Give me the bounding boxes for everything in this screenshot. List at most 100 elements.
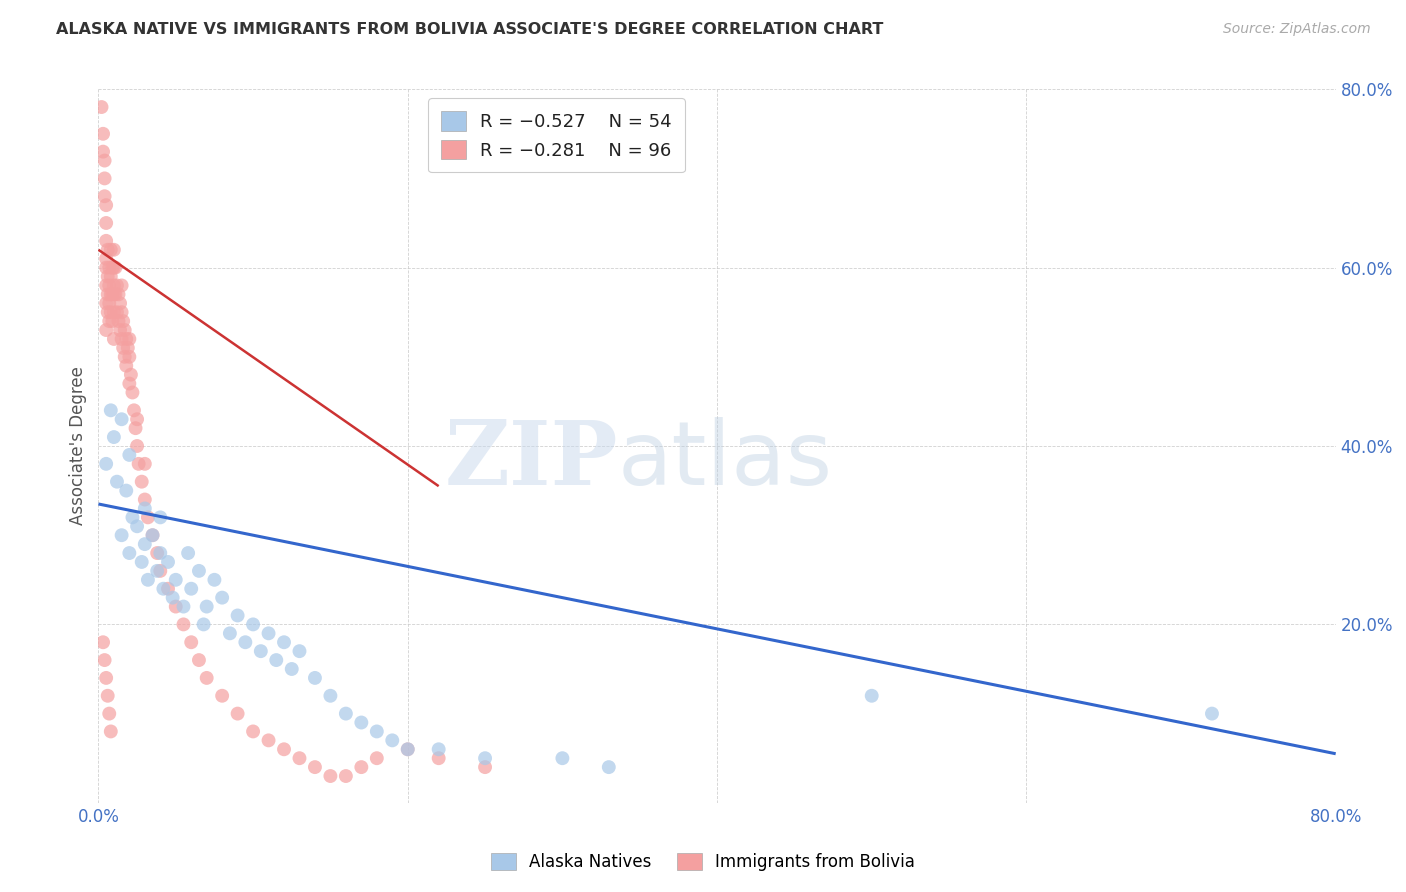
Legend: Alaska Natives, Immigrants from Bolivia: Alaska Natives, Immigrants from Bolivia (482, 845, 924, 880)
Point (134, 501, 156, 516)
Point (273, 635, 295, 649)
Point (474, 760, 496, 774)
Point (427, 751, 450, 765)
Point (105, 475, 128, 489)
Point (91, 145, 114, 159)
Point (288, 751, 311, 765)
Point (250, 644, 273, 658)
Point (165, 573, 187, 587)
Point (264, 653, 288, 667)
Point (105, 305, 128, 319)
Point (96, 278, 118, 293)
Point (97, 269, 120, 284)
Point (157, 555, 180, 569)
Point (141, 528, 165, 542)
Point (288, 644, 311, 658)
Point (180, 582, 202, 596)
Point (195, 671, 218, 685)
Point (396, 742, 419, 756)
Point (149, 546, 172, 560)
Point (118, 376, 141, 391)
Point (146, 564, 169, 578)
Point (100, 243, 122, 257)
Point (396, 742, 419, 756)
Point (381, 733, 404, 747)
Point (474, 751, 496, 765)
Point (157, 582, 180, 596)
Point (226, 706, 249, 721)
Point (103, 243, 125, 257)
Point (115, 483, 138, 498)
Point (111, 528, 132, 542)
Point (136, 573, 159, 587)
Point (97, 243, 120, 257)
Point (131, 555, 153, 569)
Point (98, 260, 121, 275)
Point (96, 296, 118, 310)
Point (91, 635, 114, 649)
Point (93, 653, 115, 667)
Point (551, 751, 574, 765)
Point (103, 287, 125, 301)
Point (350, 760, 373, 774)
Point (128, 457, 150, 471)
Point (100, 403, 122, 417)
Point (188, 564, 211, 578)
Point (111, 412, 132, 426)
Point (107, 287, 129, 301)
Point (111, 305, 132, 319)
Point (98, 314, 121, 328)
Point (152, 582, 174, 596)
Point (111, 332, 132, 346)
Point (98, 278, 121, 293)
Point (350, 715, 373, 730)
Point (103, 430, 125, 444)
Point (366, 751, 388, 765)
Point (104, 260, 127, 275)
Point (118, 332, 141, 346)
Point (177, 546, 200, 560)
Point (304, 760, 326, 774)
Point (124, 421, 146, 435)
Point (115, 359, 138, 373)
Point (219, 626, 242, 640)
Point (121, 510, 143, 524)
Point (127, 439, 149, 453)
Point (100, 269, 122, 284)
Point (97, 305, 120, 319)
Point (96, 198, 118, 212)
Point (211, 689, 233, 703)
Point (118, 448, 141, 462)
Point (103, 332, 125, 346)
Point (226, 608, 249, 623)
Point (112, 314, 135, 328)
Point (257, 626, 280, 640)
Point (96, 260, 118, 275)
Point (136, 510, 159, 524)
Point (114, 350, 136, 364)
Point (118, 350, 141, 364)
Text: ALASKA NATIVE VS IMMIGRANTS FROM BOLIVIA ASSOCIATE'S DEGREE CORRELATION CHART: ALASKA NATIVE VS IMMIGRANTS FROM BOLIVIA… (56, 22, 883, 37)
Point (101, 260, 124, 275)
Point (91, 127, 114, 141)
Point (108, 323, 131, 337)
Point (105, 278, 128, 293)
Point (114, 323, 136, 337)
Point (127, 412, 149, 426)
Point (103, 305, 125, 319)
Point (162, 591, 184, 605)
Point (134, 537, 156, 551)
Point (101, 287, 124, 301)
Point (131, 475, 153, 489)
Point (127, 519, 149, 533)
Point (100, 287, 122, 301)
Text: atlas: atlas (619, 417, 834, 504)
Point (108, 296, 131, 310)
Point (149, 564, 172, 578)
Point (97, 689, 120, 703)
Legend: R = −0.527    N = 54, R = −0.281    N = 96: R = −0.527 N = 54, R = −0.281 N = 96 (427, 98, 685, 172)
Point (165, 599, 187, 614)
Point (117, 341, 139, 355)
Point (188, 653, 211, 667)
Point (100, 305, 122, 319)
